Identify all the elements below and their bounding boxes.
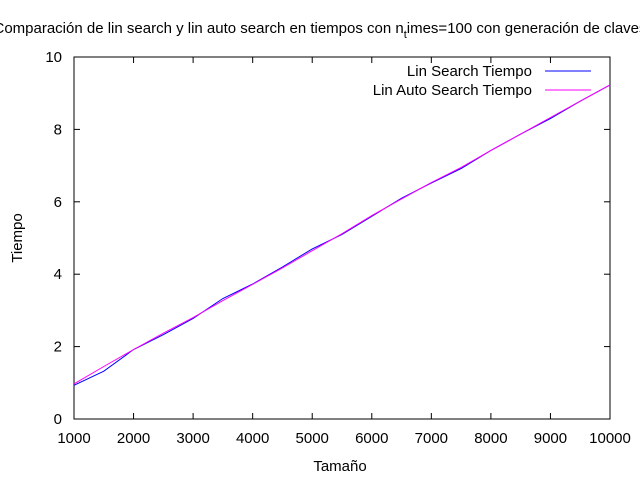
y-tick-label: 6 [54,194,62,211]
legend: Lin Search Tiempo Lin Auto Search Tiempo [373,63,591,99]
x-tick-label: 9000 [534,430,567,447]
y-tick-label: 4 [54,266,62,283]
x-tick-label: 7000 [415,430,448,447]
x-tick-label: 10000 [589,430,631,447]
y-tick-label: 10 [45,49,62,66]
x-tick-label: 3000 [176,430,209,447]
legend-label: Lin Search Tiempo [407,63,532,80]
x-tick-label: 2000 [117,430,150,447]
y-tick-label: 8 [54,121,62,138]
y-axis-label: Tiempo [9,213,26,262]
legend-label: Lin Auto Search Tiempo [373,82,532,99]
series-line-1 [73,84,611,386]
x-tick-label: 1000 [57,430,90,447]
x-tick-label: 5000 [296,430,329,447]
x-axis-label: Tamaño [313,458,366,475]
y-tick-label: 2 [54,339,62,356]
plot-border [73,56,611,420]
x-tick-label: 6000 [355,430,388,447]
x-tick-label: 8000 [474,430,507,447]
plot-area: 1000 2000 3000 4000 5000 6000 7000 8000 9000 1000… [45,49,631,447]
chart-title: Comparación de lin search y lin auto sea… [0,20,640,41]
y-tick-label: 0 [54,411,62,428]
series-line-2 [73,84,611,385]
x-tick-label: 4000 [236,430,269,447]
